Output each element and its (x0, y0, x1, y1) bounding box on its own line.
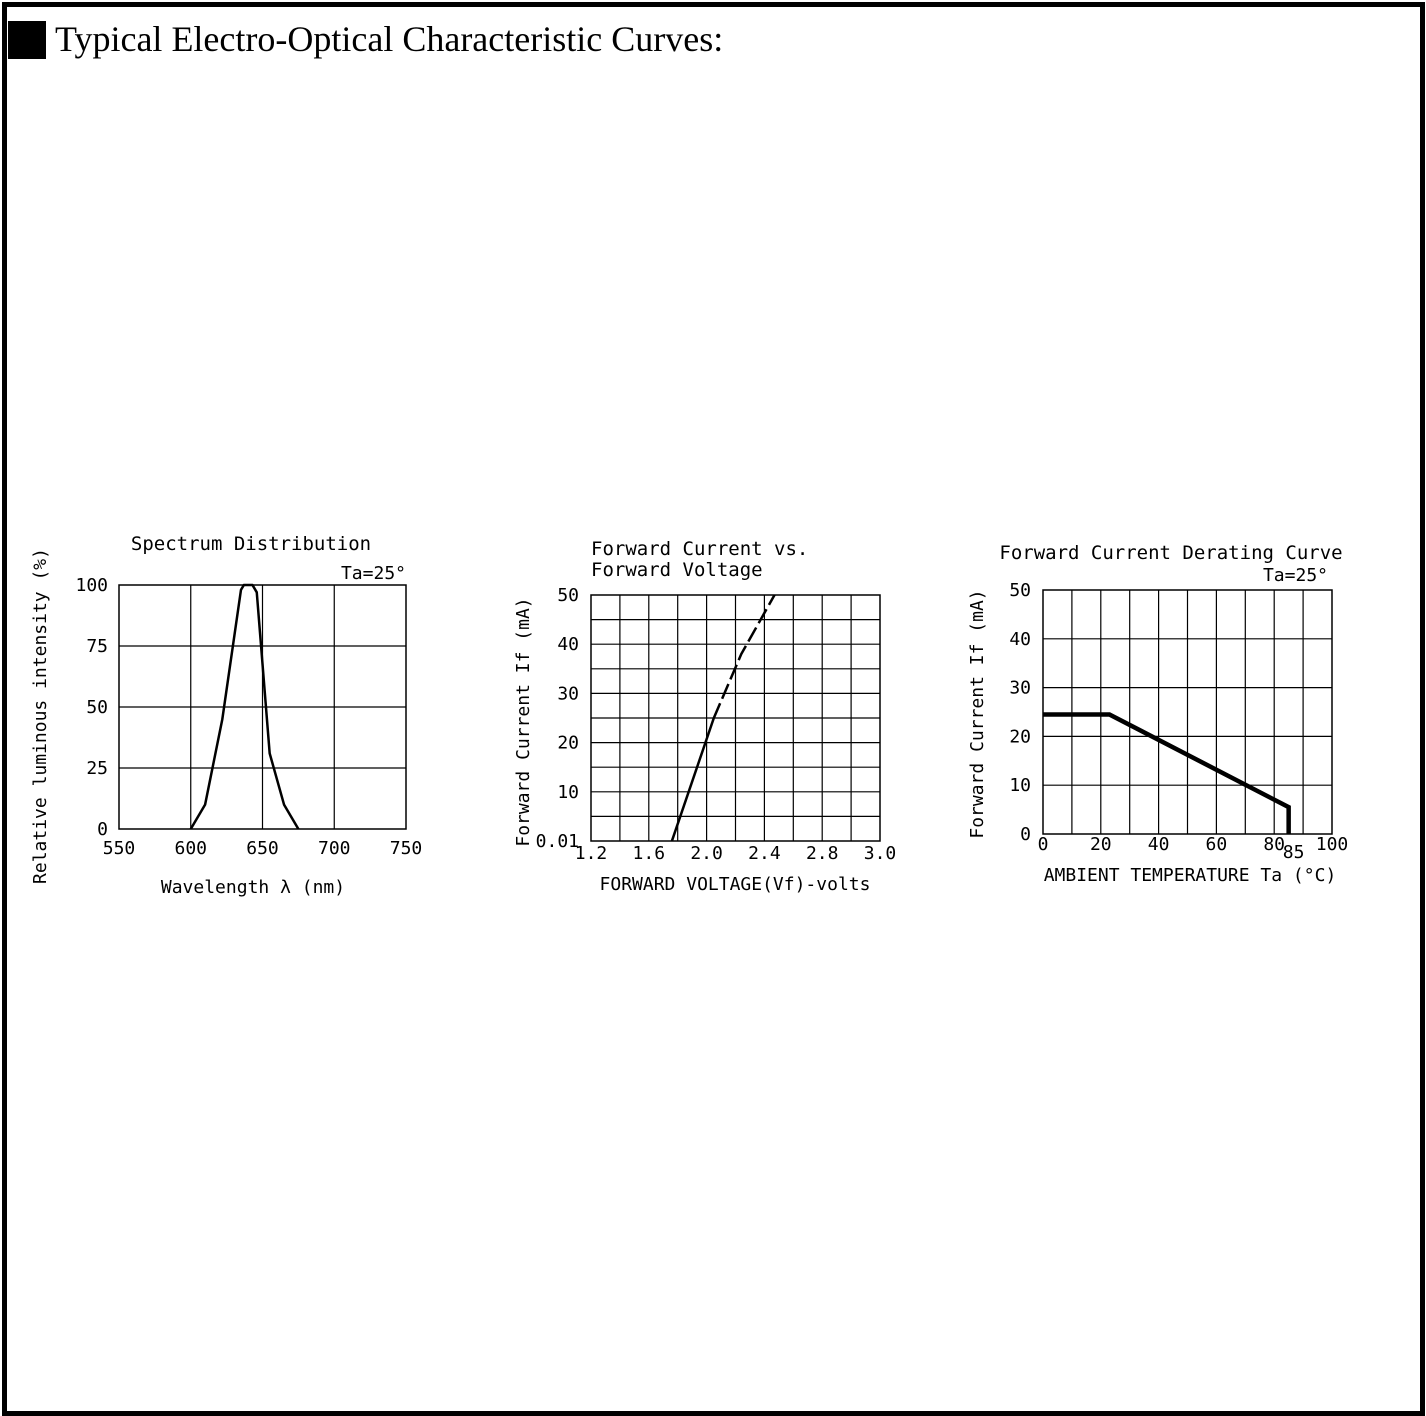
y-tick-label: 20 (1009, 726, 1031, 747)
x-tick-label: 550 (103, 838, 136, 859)
x-tick-label: 2.8 (806, 843, 839, 864)
y-tick-label: 40 (557, 634, 579, 655)
y-tick-label: 0 (97, 819, 108, 840)
y-tick-label: 30 (557, 683, 579, 704)
derating-curve (1043, 712, 1291, 834)
x-tick-label: 1.6 (633, 843, 666, 864)
y-tick-label: 0.01 (536, 831, 579, 852)
y-tick-label: 20 (557, 733, 579, 754)
y-tick-label: 50 (86, 697, 108, 718)
y-axis-label: Forward Current If (mA) (513, 597, 534, 846)
x-tick-label: 0 (1038, 834, 1049, 855)
chart-title: Spectrum Distribution (131, 533, 371, 555)
x-tick-label: 650 (246, 838, 279, 859)
chart-title: Forward Current vs. (591, 538, 808, 560)
x-tick-label: 80 (1263, 834, 1285, 855)
x-tick-label: 600 (174, 838, 207, 859)
y-tick-label: 0 (1020, 824, 1031, 845)
x-tick-label: 2.0 (690, 843, 723, 864)
y-tick-label: 10 (1009, 775, 1031, 796)
y-tick-label: 30 (1009, 678, 1031, 699)
chart-title: Forward Current Derating Curve (999, 542, 1342, 564)
x-tick-label: 40 (1148, 834, 1170, 855)
chart-subtitle: Ta=25° (341, 563, 406, 584)
x-tick-label-extra: 85 (1283, 842, 1305, 863)
y-tick-label: 75 (86, 636, 108, 657)
spectrum-curve (189, 583, 300, 830)
y-tick-label: 50 (557, 585, 579, 606)
y-tick-label: 100 (75, 575, 108, 596)
x-tick-label: 2.4 (748, 843, 781, 864)
x-tick-label: 1.2 (575, 843, 608, 864)
y-axis-label: Forward Current If (mA) (967, 589, 988, 838)
iv-curve-solid (670, 717, 716, 842)
y-tick-label: 25 (86, 758, 108, 779)
y-tick-label: 40 (1009, 629, 1031, 650)
y-axis-label: Relative luminous intensity (%) (30, 548, 51, 884)
chart-title-line2: Forward Voltage (591, 559, 763, 581)
x-tick-label: 60 (1206, 834, 1228, 855)
x-axis-label: Wavelength λ (nm) (161, 877, 345, 898)
x-tick-label: 700 (318, 838, 351, 859)
iv-curve-dashed (712, 594, 776, 719)
section-title: Typical Electro-Optical Characteristic C… (55, 19, 724, 59)
black-square-bullet-icon (8, 21, 46, 59)
x-tick-label: 20 (1090, 834, 1112, 855)
x-axis-label: AMBIENT TEMPERATURE Ta (°C) (1044, 865, 1337, 886)
chart-subtitle: Ta=25° (1263, 565, 1328, 586)
x-tick-label: 3.0 (864, 843, 897, 864)
y-tick-label: 10 (557, 782, 579, 803)
x-tick-label: 100 (1316, 834, 1349, 855)
y-tick-label: 50 (1009, 580, 1031, 601)
x-axis-label: FORWARD VOLTAGE(Vf)-volts (600, 874, 871, 895)
x-tick-label: 750 (390, 838, 423, 859)
